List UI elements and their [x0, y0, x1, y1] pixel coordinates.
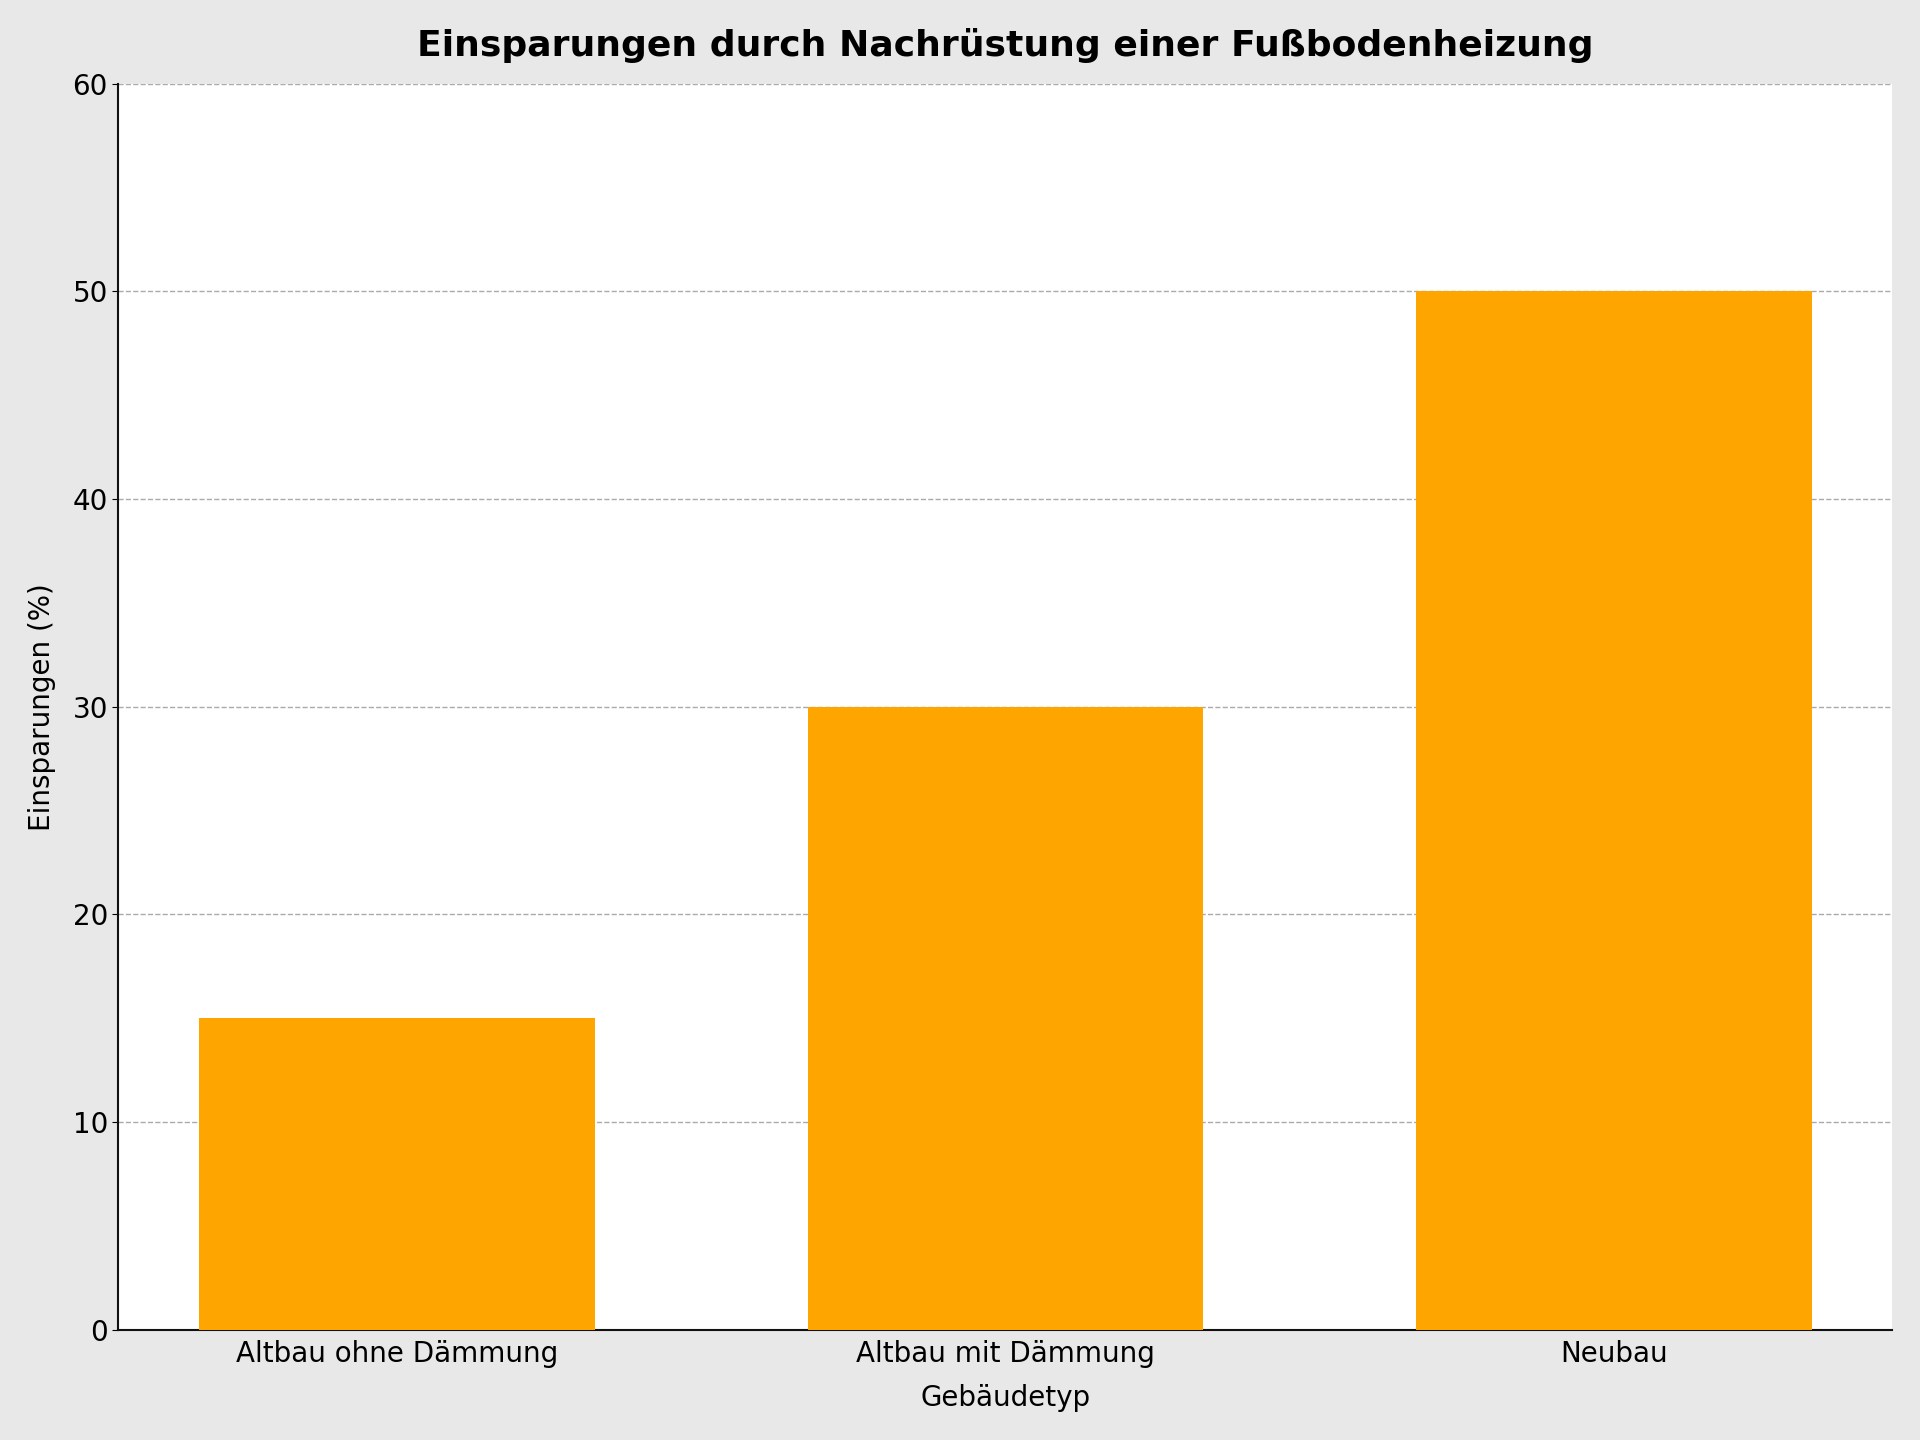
- X-axis label: Gebäudetyp: Gebäudetyp: [920, 1384, 1091, 1413]
- Bar: [200, 1018, 595, 1329]
- Title: Einsparungen durch Nachrüstung einer Fußbodenheizung: Einsparungen durch Nachrüstung einer Fuß…: [417, 27, 1594, 63]
- Bar: [808, 707, 1204, 1329]
- Y-axis label: Einsparungen (%): Einsparungen (%): [27, 583, 56, 831]
- Bar: [1417, 291, 1812, 1329]
